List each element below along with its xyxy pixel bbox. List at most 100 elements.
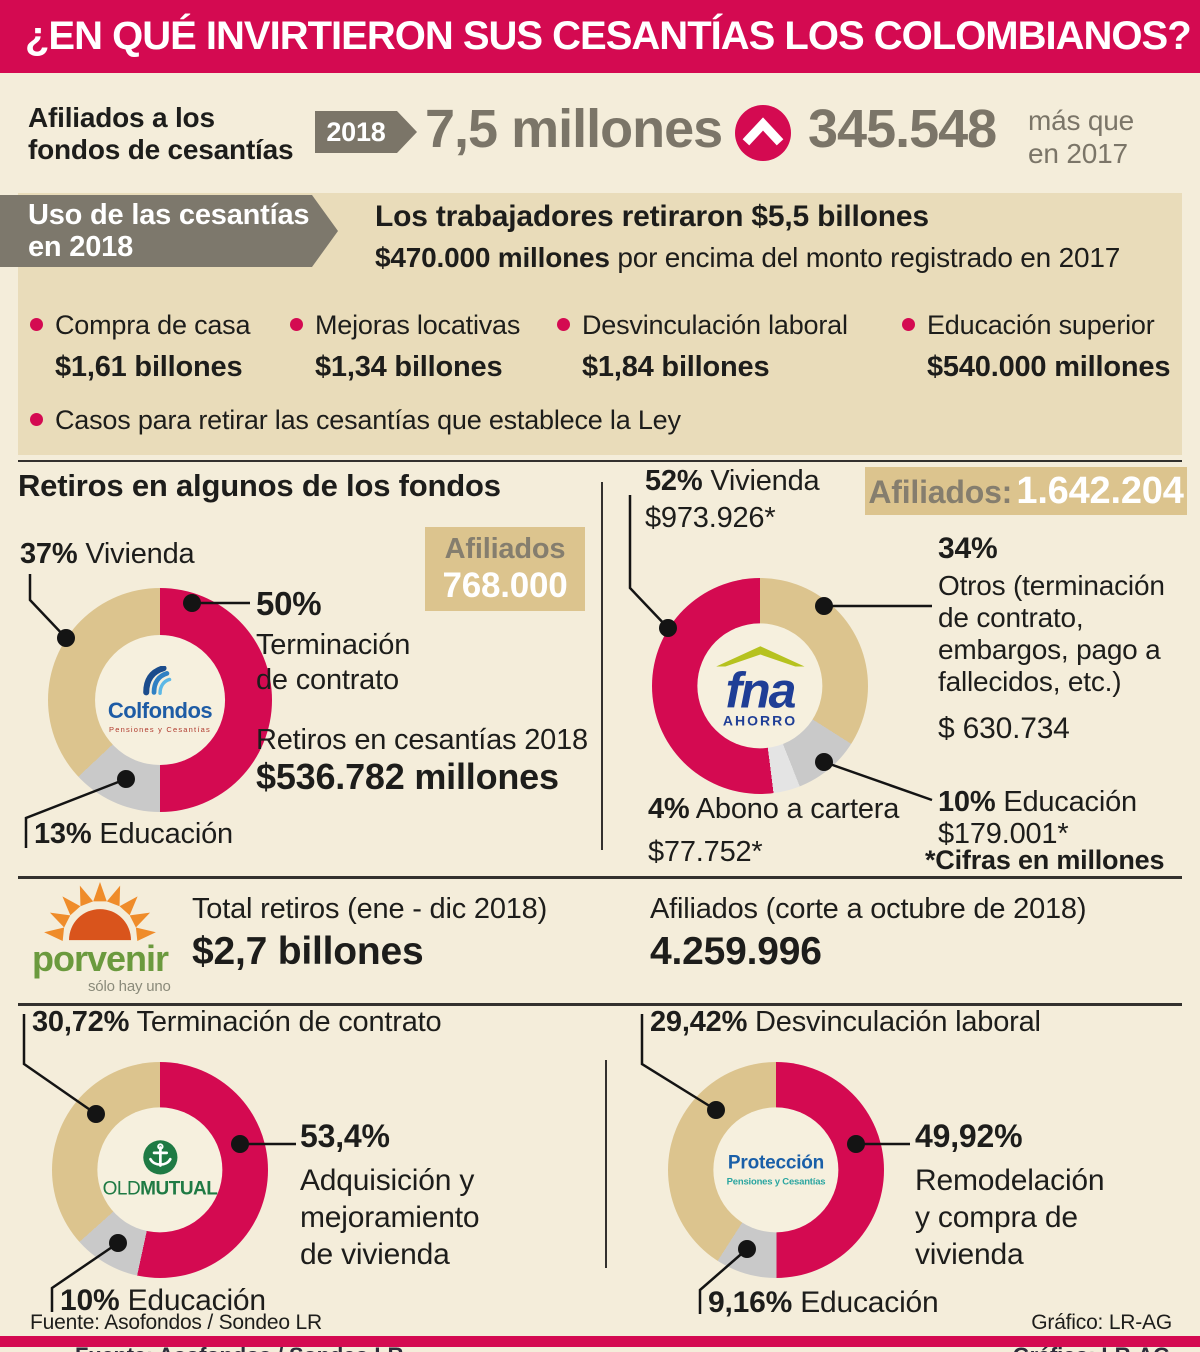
label: Terminación de contrato xyxy=(136,1006,442,1038)
year-tag: 2018 xyxy=(315,111,417,153)
uso-bullet-3: Desvinculación laboral $1,84 billones xyxy=(557,310,848,384)
fna-educacion-value: $179.001* xyxy=(938,818,1069,850)
pct: 29,42% xyxy=(650,1006,748,1038)
pct: 30,72% xyxy=(32,1006,130,1038)
afiliados-label: Afiliados xyxy=(444,533,566,565)
logo-name: OLDMUTUAL xyxy=(103,1178,218,1200)
delta-note: más que en 2017 xyxy=(1028,105,1134,169)
uso-sub-rest: por encima del monto registrado en 2017 xyxy=(609,242,1121,273)
oldmutual-terminacion-label: 30,72% Terminación de contrato xyxy=(32,1006,442,1039)
affiliates-label: Afiliados a los fondos de cesantías xyxy=(28,102,294,165)
colfondos-terminacion-label: Terminación de contrato xyxy=(256,629,411,696)
source-credit-duplicate: Fuente: Asofondos / Sondeo LR xyxy=(75,1343,403,1352)
oldmutual-donut-chart: OLDMUTUAL xyxy=(52,1062,268,1278)
proteccion-desvinculacion-label: 29,42% Desvinculación laboral xyxy=(650,1006,1041,1039)
colfondos-wave-icon xyxy=(143,666,172,696)
porvenir-afiliados-label: Afiliados (corte a octubre de 2018) xyxy=(650,893,1087,925)
pct: 9,16% xyxy=(708,1286,793,1319)
porvenir-logo-name: porvenir xyxy=(32,938,169,979)
uso-bullet-1: Compra de casa $1,61 billones xyxy=(30,310,250,384)
colfondos-afiliados-box: Afiliados 768.000 xyxy=(425,527,585,611)
page-title: ¿EN QUÉ INVIRTIERON SUS CESANTÍAS LOS CO… xyxy=(0,0,1200,73)
label: Vivienda xyxy=(85,538,195,570)
fna-afiliados-box: Afiliados: 1.642.204 xyxy=(865,467,1187,515)
fna-logo: fna AHORRO xyxy=(697,623,823,749)
colfondos-retiros-label: Retiros en cesantías 2018 xyxy=(256,724,588,756)
logo-name: Protección xyxy=(727,1152,825,1174)
fna-educacion-label: 10% Educación xyxy=(938,786,1137,819)
logo-tagline: AHORRO xyxy=(722,711,798,728)
pct: 13% xyxy=(34,818,92,850)
uso-note: Casos para retirar las cesantías que est… xyxy=(30,405,1200,436)
bullet-value: $1,84 billones xyxy=(582,351,770,383)
logo-name-regular: OLD xyxy=(102,1178,141,1200)
fna-donut-chart: fna AHORRO xyxy=(652,578,868,794)
fna-vivienda-value: $973.926* xyxy=(645,502,776,534)
fna-abono-label: 4% Abono a cartera xyxy=(648,793,899,826)
uso-tag: Uso de las cesantías en 2018 xyxy=(0,195,338,267)
uso-bullet-2: Mejoras locativas $1,34 billones xyxy=(290,310,520,384)
proteccion-remodelacion-pct: 49,92% xyxy=(915,1118,1023,1154)
afiliados-value: 768.000 xyxy=(442,566,568,605)
chevron-up-icon xyxy=(735,105,791,161)
label: Educación xyxy=(99,818,233,850)
uso-subline: $470.000 millones por encima del monto r… xyxy=(375,242,1120,274)
logo-name-bold: MUTUAL xyxy=(140,1178,218,1200)
bottom-bar xyxy=(0,1336,1200,1347)
proteccion-remodelacion-label: Remodelación y compra de vivienda xyxy=(915,1164,1105,1271)
label: Educación xyxy=(800,1286,939,1319)
oldmutual-adquisicion-label: Adquisición y mejoramiento de vivienda xyxy=(300,1164,480,1271)
divider xyxy=(18,1003,1182,1006)
porvenir-logo xyxy=(40,880,160,947)
fna-vivienda-label: 52% Vivienda xyxy=(645,465,820,498)
fna-otros-pct: 34% xyxy=(938,532,998,565)
colfondos-vivienda-label: 37% Vivienda xyxy=(20,538,195,571)
divider-vertical-top xyxy=(601,482,603,850)
colfondos-retiros-value: $536.782 millones xyxy=(256,756,559,797)
fna-footnote: *Cifras en millones xyxy=(925,845,1165,875)
bullet-value: $1,61 billones xyxy=(55,351,243,383)
cutoff-duplicate-footer: Fuente: Asofondos / Sondeo LR Gráfico: L… xyxy=(0,1343,1200,1352)
oldmutual-logo: OLDMUTUAL xyxy=(97,1107,223,1233)
logo-tagline: Pensiones y Cesantías xyxy=(109,725,211,734)
bullet-value: $1,34 billones xyxy=(315,351,503,383)
section-title: Retiros en algunos de los fondos xyxy=(18,468,501,503)
divider xyxy=(18,460,1182,462)
porvenir-retiros-value: $2,7 billones xyxy=(192,930,424,973)
bullet-value: $540.000 millones xyxy=(927,351,1171,383)
fna-otros-value: $ 630.734 xyxy=(938,712,1070,745)
delta-value: 345.548 xyxy=(808,99,997,159)
pct: 10% xyxy=(938,786,996,818)
affiliates-value: 7,5 millones xyxy=(425,99,723,159)
label: Vivienda xyxy=(710,465,820,497)
graphic-credit-duplicate: Gráfico: LR-AG xyxy=(1013,1343,1171,1352)
porvenir-sun-icon xyxy=(44,881,156,942)
bullet-label: Compra de casa xyxy=(30,310,250,341)
graphic-credit: Gráfico: LR-AG xyxy=(1031,1311,1172,1334)
bullet-label: Educación superior xyxy=(902,310,1170,341)
colfondos-educacion-label: 13% Educación xyxy=(34,818,233,851)
divider-vertical-bottom xyxy=(605,1060,607,1268)
colfondos-donut-chart: Colfondos Pensiones y Cesantías xyxy=(48,588,272,812)
bullet-label: Mejoras locativas xyxy=(290,310,520,341)
oldmutual-adquisicion-pct: 53,4% xyxy=(300,1118,390,1154)
porvenir-afiliados-value: 4.259.996 xyxy=(650,930,822,973)
fna-abono-value: $77.752* xyxy=(648,836,763,868)
porvenir-retiros-label: Total retiros (ene - dic 2018) xyxy=(192,893,548,925)
oldmutual-anchor-icon xyxy=(142,1140,178,1175)
pct: 52% xyxy=(645,465,703,497)
label: Educación xyxy=(1003,786,1137,818)
afiliados-value: 1.642.204 xyxy=(1016,470,1184,512)
proteccion-donut-chart: Protección Pensiones y Cesantías xyxy=(668,1062,884,1278)
uso-bullet-4: Educación superior $540.000 millones xyxy=(902,310,1170,384)
afiliados-label: Afiliados: xyxy=(868,474,1013,510)
porvenir-logo-tagline: sólo hay uno xyxy=(88,978,171,995)
bullet-label: Desvinculación laboral xyxy=(557,310,848,341)
pct: 4% xyxy=(648,793,690,825)
source-credit: Fuente: Asofondos / Sondeo LR xyxy=(30,1311,322,1334)
proteccion-logo: Protección Pensiones y Cesantías xyxy=(713,1107,839,1233)
colfondos-terminacion-pct: 50% xyxy=(256,585,322,622)
divider xyxy=(18,876,1182,879)
fna-otros-label: Otros (terminación de contrato, embargos… xyxy=(938,570,1165,697)
